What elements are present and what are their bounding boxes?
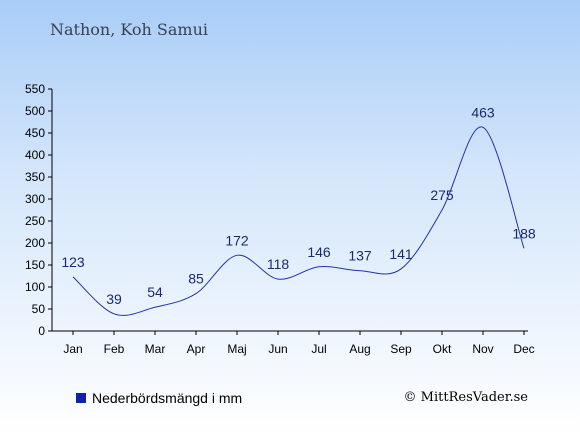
- y-tick-label: 500: [25, 104, 45, 118]
- y-tick-label: 0: [38, 324, 45, 338]
- data-label: 275: [430, 187, 454, 203]
- x-tick-label: Jul: [311, 342, 326, 356]
- x-tick-label: Dec: [513, 342, 534, 356]
- legend: Nederbördsmängd i mm: [76, 390, 242, 406]
- chart-title: Nathon, Koh Samui: [50, 20, 209, 39]
- y-tick-label: 150: [25, 258, 45, 272]
- x-tick-label: Nov: [472, 342, 493, 356]
- y-tick-label: 550: [25, 82, 45, 96]
- data-label: 123: [61, 254, 85, 270]
- x-tick-label: Sep: [390, 342, 412, 356]
- data-label: 39: [106, 291, 122, 307]
- x-tick-label: Aug: [349, 342, 370, 356]
- copyright: © MittResVader.se: [403, 390, 528, 405]
- data-label: 172: [225, 232, 249, 248]
- y-tick-label: 50: [32, 302, 46, 316]
- x-tick-label: Mar: [145, 342, 166, 356]
- data-label: 137: [348, 248, 372, 264]
- y-tick-label: 300: [25, 192, 45, 206]
- series-line: [72, 126, 525, 316]
- x-tick-label: Jan: [63, 342, 82, 356]
- data-label: 463: [471, 104, 495, 120]
- y-tick-label: 450: [25, 126, 45, 140]
- legend-label: Nederbördsmängd i mm: [92, 390, 243, 406]
- y-tick-label: 350: [25, 170, 45, 184]
- data-label: 54: [147, 284, 163, 300]
- legend-swatch: [76, 393, 86, 403]
- data-label: 146: [307, 244, 331, 260]
- x-tick-label: Jun: [268, 342, 287, 356]
- x-tick-label: Maj: [227, 342, 246, 356]
- y-tick-label: 100: [25, 280, 45, 294]
- data-label: 118: [267, 256, 290, 272]
- x-tick-label: Feb: [104, 342, 125, 356]
- x-tick-label: Apr: [187, 342, 206, 356]
- data-label: 85: [188, 271, 204, 287]
- y-tick-label: 250: [25, 214, 45, 228]
- data-label: 188: [512, 225, 536, 241]
- y-tick-label: 200: [25, 236, 45, 250]
- data-label: 141: [389, 246, 413, 262]
- y-tick-label: 400: [25, 148, 45, 162]
- x-tick-label: Okt: [433, 342, 452, 356]
